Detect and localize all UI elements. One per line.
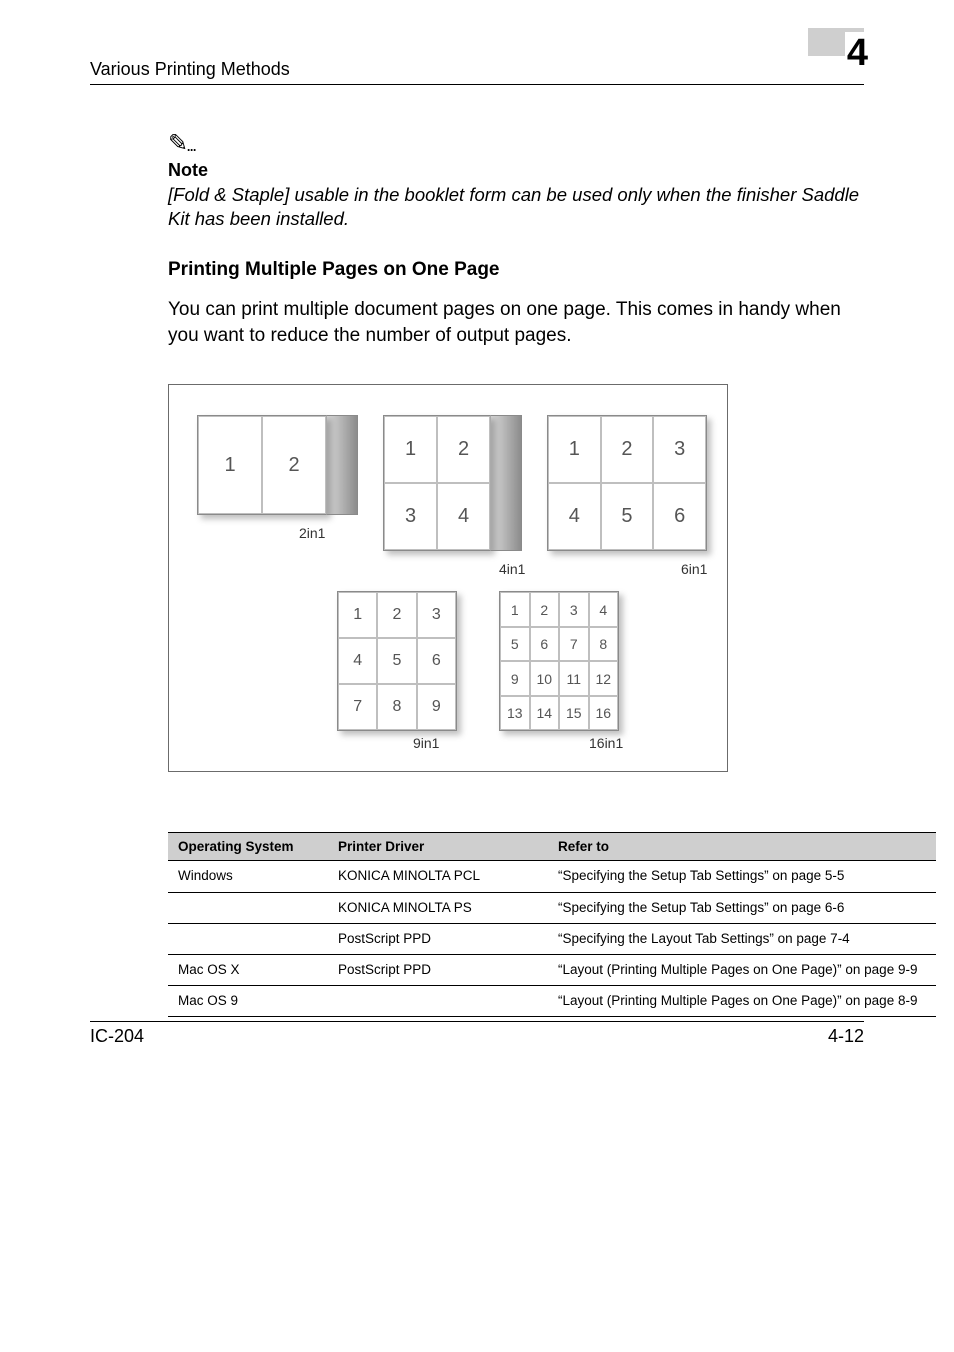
cell: 3 [384,483,437,550]
caption-9in1: 9in1 [413,735,439,751]
panel-16in1: 1 2 3 4 5 6 7 8 9 10 11 12 13 14 15 16 [499,591,619,731]
cell-refer: “Specifying the Setup Tab Settings” on p… [548,892,936,923]
section-title: Printing Multiple Pages on One Page [168,259,864,281]
cell: 5 [601,483,654,550]
diagram-frame: 1 2 2in1 1 2 3 4 4in1 1 [168,384,728,772]
cell-refer: “Specifying the Setup Tab Settings” on p… [548,861,936,892]
table-row: KONICA MINOLTA PS “Specifying the Setup … [168,892,936,923]
cell: 2 [530,592,560,627]
panel-4in1: 1 2 3 4 [383,415,491,551]
cell-refer: “Specifying the Layout Tab Settings” on … [548,923,936,954]
caption-4in1: 4in1 [499,561,525,577]
note-text: [Fold & Staple] usable in the booklet fo… [168,183,864,231]
cell: 2 [262,416,326,514]
cell: 5 [500,627,530,662]
cell: 4 [548,483,601,550]
cell: 1 [338,592,377,638]
cell: 4 [437,483,490,550]
cell: 6 [530,627,560,662]
footer-left: IC-204 [90,1026,144,1047]
cell: 16 [589,696,619,731]
cell: 5 [377,638,416,684]
cell-os: Mac OS 9 [168,986,328,1017]
cell: 4 [338,638,377,684]
cell: 8 [377,684,416,730]
note-icon: ✎... [168,129,864,158]
n-in-1-diagram: 1 2 2in1 1 2 3 4 4in1 1 [168,384,864,772]
chapter-number: 4 [845,32,870,75]
cell-os [168,923,328,954]
cell-os [168,892,328,923]
panel-6in1: 1 2 3 4 5 6 [547,415,707,551]
cell-driver: KONICA MINOLTA PS [328,892,548,923]
cell-driver: KONICA MINOLTA PCL [328,861,548,892]
cell: 9 [417,684,456,730]
cell: 8 [589,627,619,662]
cell: 3 [417,592,456,638]
cell: 9 [500,661,530,696]
cell: 2 [377,592,416,638]
table-header-row: Operating System Printer Driver Refer to [168,833,936,861]
cell: 6 [417,638,456,684]
th-refer: Refer to [548,833,936,861]
cell-driver [328,986,548,1017]
cell: 1 [500,592,530,627]
cell-driver: PostScript PPD [328,955,548,986]
cell-os: Mac OS X [168,955,328,986]
cell: 7 [338,684,377,730]
caption-2in1: 2in1 [299,525,325,541]
page-container: Various Printing Methods 4 ✎... Note [Fo… [0,0,954,1077]
cell: 13 [500,696,530,731]
page-header: Various Printing Methods 4 [90,48,864,85]
cell: 2 [601,416,654,483]
table-row: Mac OS 9 “Layout (Printing Multiple Page… [168,986,936,1017]
cell: 1 [548,416,601,483]
cell-os: Windows [168,861,328,892]
cell: 3 [653,416,706,483]
th-os: Operating System [168,833,328,861]
cell: 2 [437,416,490,483]
cell: 1 [198,416,262,514]
cell: 3 [559,592,589,627]
cell: 14 [530,696,560,731]
table-row: Windows KONICA MINOLTA PCL “Specifying t… [168,861,936,892]
section-body: You can print multiple document pages on… [168,297,864,348]
cell-driver: PostScript PPD [328,923,548,954]
cell: 15 [559,696,589,731]
cell: 4 [589,592,619,627]
chapter-ornament: 4 [818,48,864,80]
table-row: Mac OS X PostScript PPD “Layout (Printin… [168,955,936,986]
cell: 11 [559,661,589,696]
footer-right: 4-12 [828,1026,864,1047]
page-footer: IC-204 4-12 [90,1021,864,1047]
fold-shade [326,415,358,515]
cell: 7 [559,627,589,662]
reference-table: Operating System Printer Driver Refer to… [168,832,936,1017]
caption-6in1: 6in1 [681,561,707,577]
cell: 10 [530,661,560,696]
cell: 1 [384,416,437,483]
fold-shade [490,415,522,551]
cell-refer: “Layout (Printing Multiple Pages on One … [548,955,936,986]
caption-16in1: 16in1 [589,735,623,751]
table-row: PostScript PPD “Specifying the Layout Ta… [168,923,936,954]
cell: 6 [653,483,706,550]
cell-refer: “Layout (Printing Multiple Pages on One … [548,986,936,1017]
header-title: Various Printing Methods [90,59,290,80]
cell: 12 [589,661,619,696]
note-block: ✎... Note [Fold & Staple] usable in the … [168,129,864,231]
panel-2in1: 1 2 [197,415,327,515]
panel-9in1: 1 2 3 4 5 6 7 8 9 [337,591,457,731]
note-label: Note [168,160,864,181]
th-driver: Printer Driver [328,833,548,861]
